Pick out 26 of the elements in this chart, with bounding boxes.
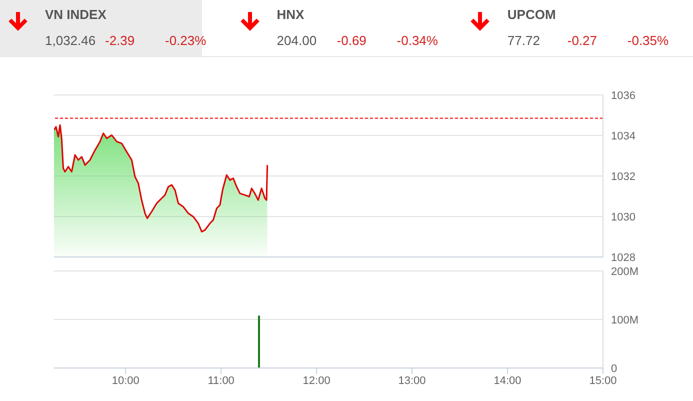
x-tick-label: 12:00 [302, 374, 330, 387]
y-tick-label: 1030 [611, 211, 636, 224]
x-tick-label: 14:00 [494, 374, 522, 387]
text: -0.69 [336, 33, 366, 48]
text: 1,032.46 [45, 33, 96, 48]
y-tick-label: 1032 [611, 170, 636, 183]
x-tick-label: 10:00 [112, 374, 140, 387]
text: UPCOM [507, 7, 556, 22]
text: HNX [276, 7, 304, 22]
y-tick-label: 1034 [611, 130, 636, 142]
text: -0.34% [396, 33, 438, 48]
y-tick-label: 200M [611, 266, 639, 278]
x-tick-label: 15:00 [589, 374, 617, 387]
x-tick-label: 13:00 [398, 374, 426, 387]
text: VN INDEX [45, 7, 106, 22]
text: -2.39 [105, 33, 135, 48]
text: -0.27 [567, 33, 598, 48]
text: 77.72 [507, 33, 540, 48]
text: 204.00 [276, 33, 317, 48]
text: -0.35% [627, 33, 669, 48]
y-tick-label: 1028 [611, 252, 636, 264]
x-tick-label: 11:00 [208, 374, 234, 387]
text: -0.23% [165, 33, 206, 48]
y-tick-label: 100M [611, 314, 639, 326]
y-tick-label: 0 [611, 362, 618, 375]
y-tick-label: 1036 [611, 90, 636, 102]
